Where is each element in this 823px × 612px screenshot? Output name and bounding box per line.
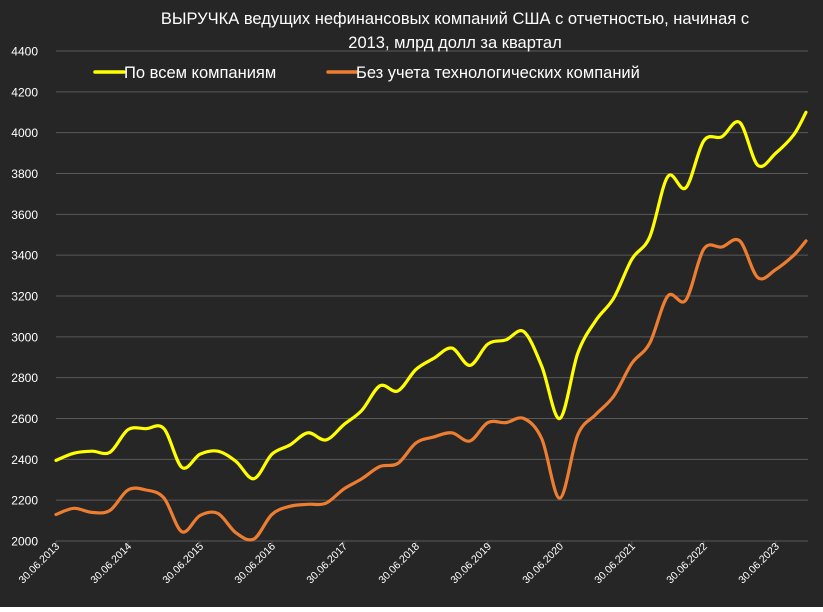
chart-title-line2: 2013, млрд долл за квартал: [348, 34, 561, 52]
y-tick-label: 3800: [11, 167, 38, 181]
y-tick-label: 3400: [11, 249, 38, 263]
series-line-all-companies: [54, 110, 808, 481]
y-tick-label: 4200: [11, 85, 38, 99]
y-tick-label: 2200: [11, 494, 38, 508]
y-tick-label: 3200: [11, 290, 38, 304]
y-tick-label: 3000: [11, 330, 38, 344]
gridlines: [56, 50, 808, 542]
series-lines: [54, 110, 808, 542]
legend-label-ex-tech: Без учета технологических компаний: [356, 64, 640, 82]
chart-title-line1: ВЫРУЧКА ведущих нефинансовых компаний СШ…: [161, 10, 749, 28]
y-tick-label: 2000: [11, 535, 38, 549]
y-tick-label: 2800: [11, 371, 38, 385]
legend: По всем компаниям Без учета технологичес…: [93, 64, 640, 82]
y-axis-ticks: 2000 2200 2400 2600 2800 3000 3200 3400 3600 3800…: [11, 45, 38, 549]
legend-label-all-companies: По всем компаниям: [124, 64, 276, 82]
y-tick-label: 2400: [11, 453, 38, 467]
y-tick-label: 2600: [11, 412, 38, 426]
y-tick-label: 3600: [11, 208, 38, 222]
y-tick-label: 4000: [11, 126, 38, 140]
y-tick-label: 4400: [11, 45, 38, 59]
series-line-ex-tech: [54, 237, 808, 542]
